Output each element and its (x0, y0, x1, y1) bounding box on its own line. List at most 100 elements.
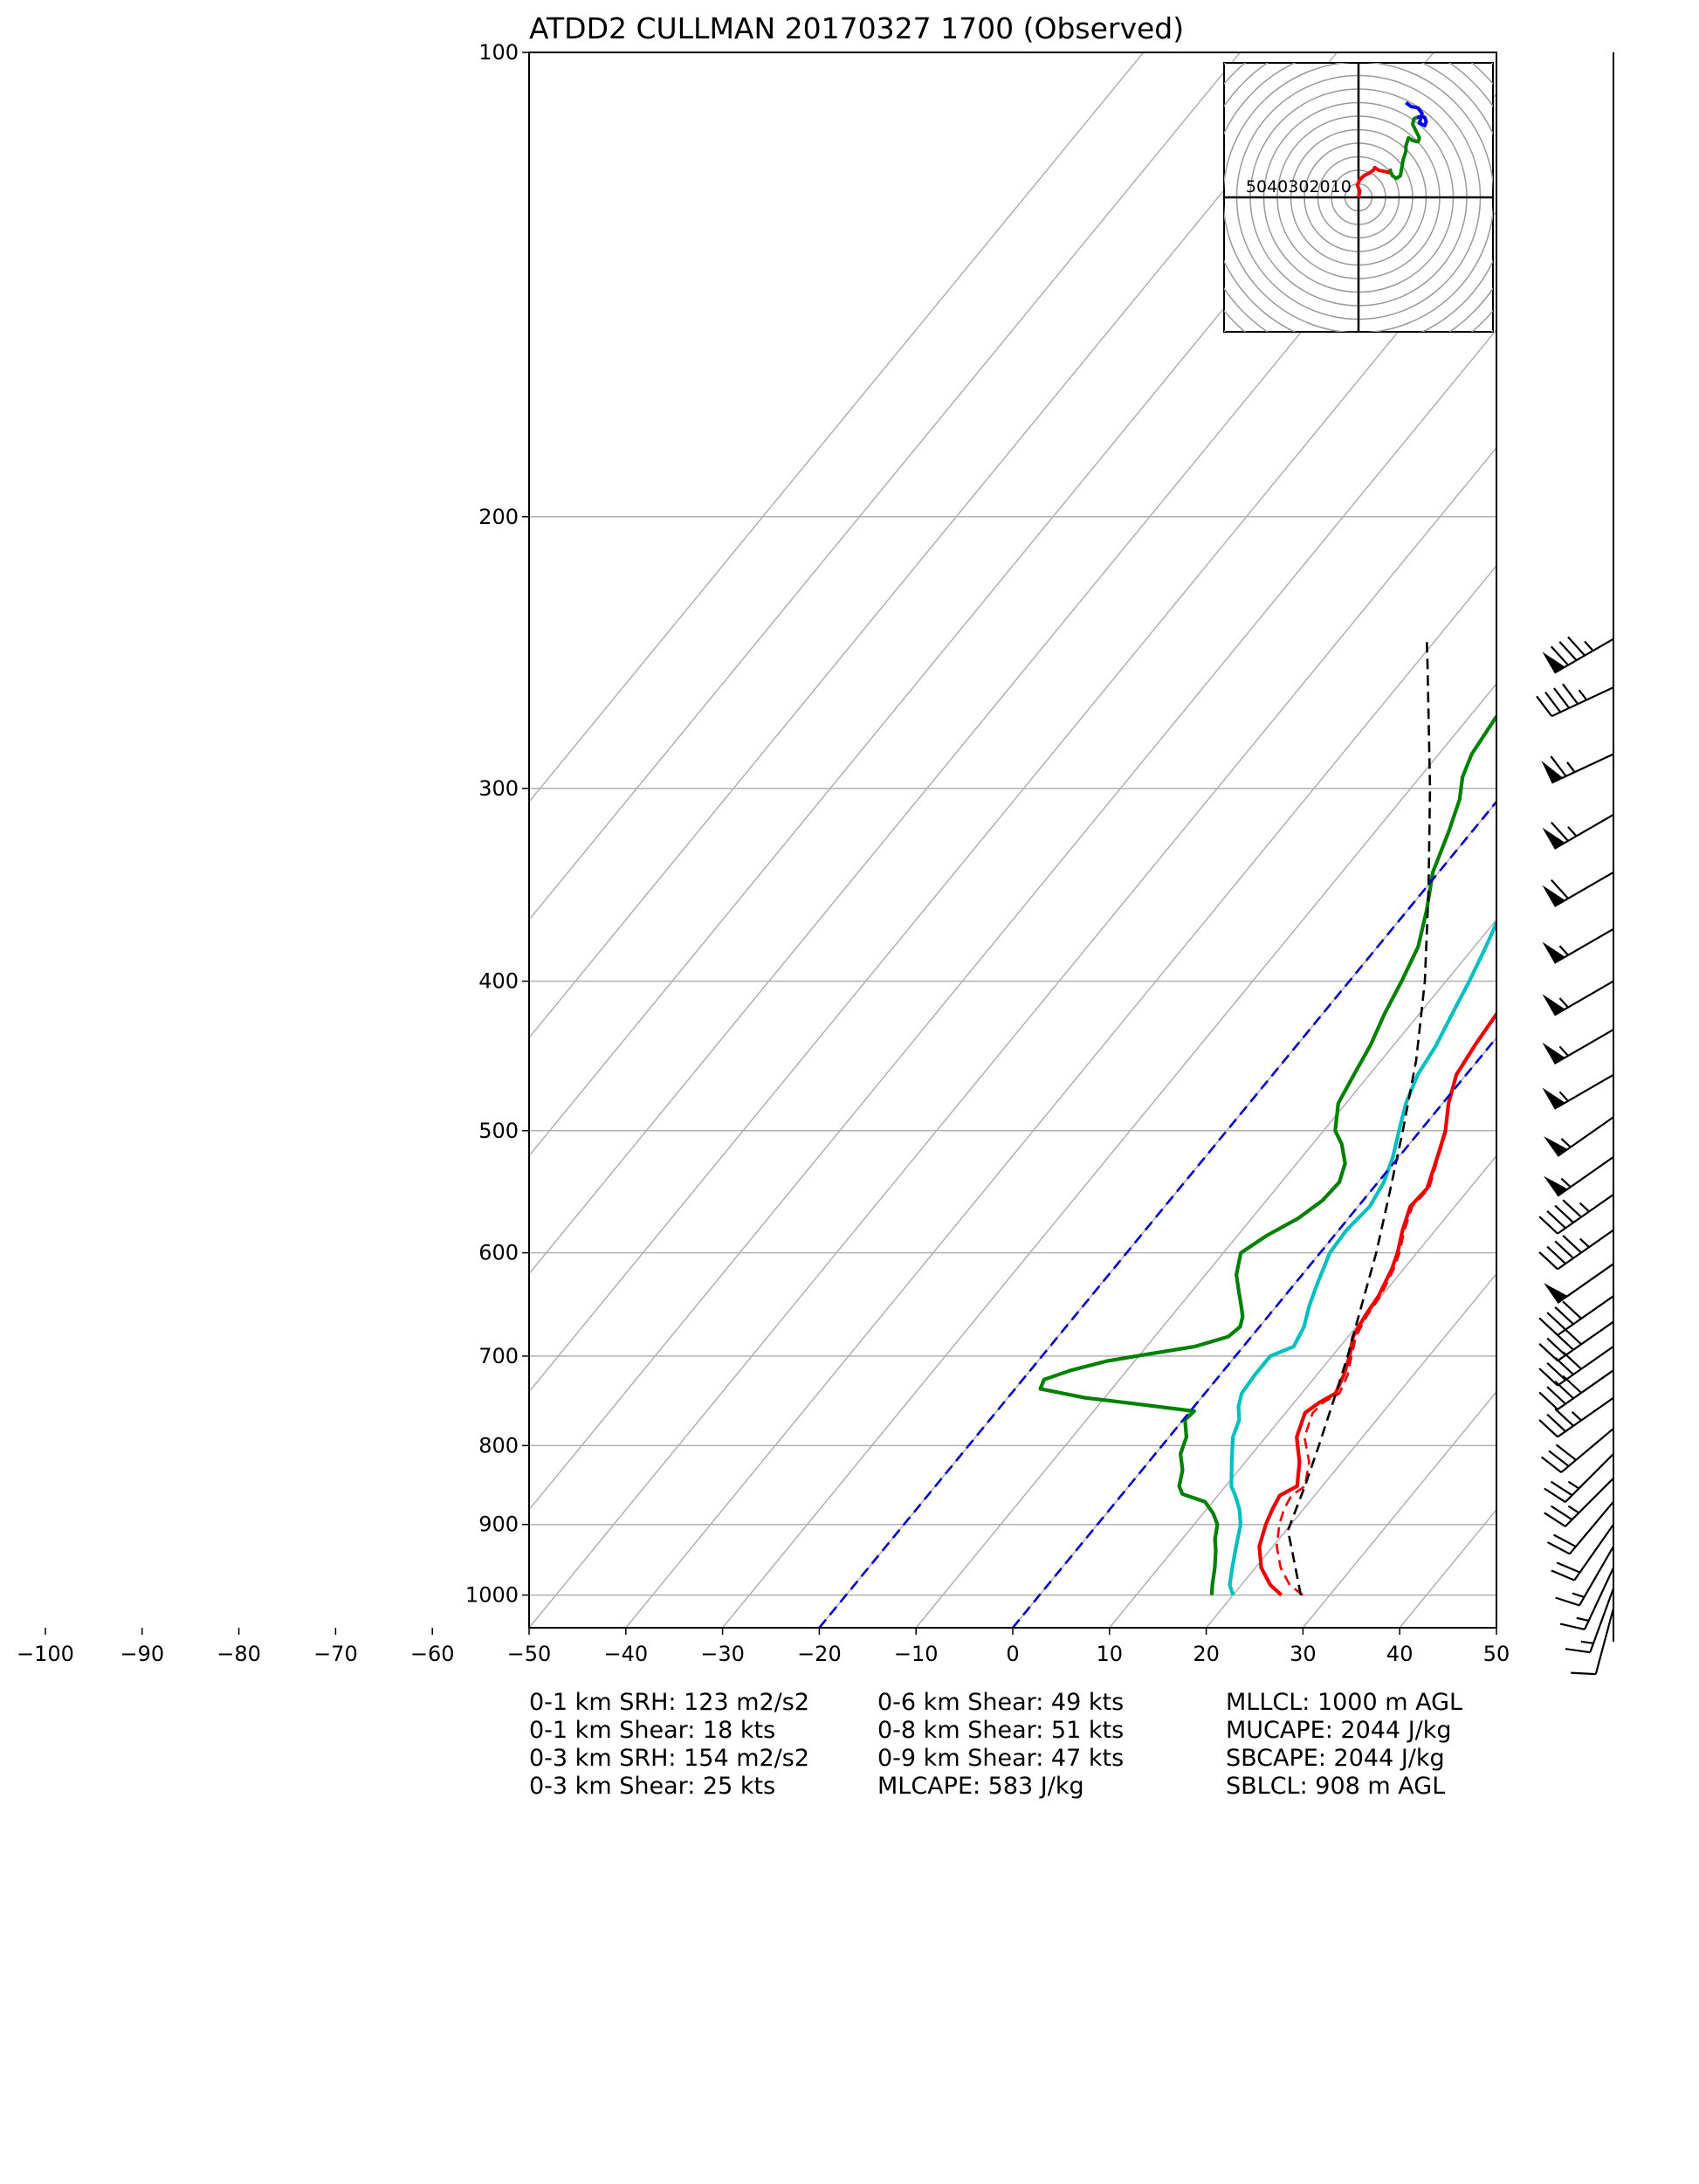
hodograph-body: 5040302010 (1224, 63, 1493, 332)
wind-barb-full (1546, 1312, 1566, 1331)
wind-barb-full (1538, 1317, 1558, 1336)
wind-barb-pennant (1542, 827, 1565, 849)
wind-barb-full (1548, 1450, 1570, 1467)
wind-barb-full (1550, 1505, 1573, 1521)
wind-barb-staff (1557, 1396, 1614, 1438)
wind-barb-pennant (1542, 1087, 1565, 1109)
wind-barb-full (1546, 1210, 1566, 1230)
wind-barb-full (1544, 1512, 1566, 1527)
isotherm-line (1496, 52, 1699, 1628)
wind-barb (1571, 1608, 1615, 1676)
wind-barb-half (1560, 1138, 1572, 1148)
wind-barb-pennant (1542, 1042, 1565, 1064)
wind-barb-full (1546, 1245, 1566, 1264)
temperature-axis: −100 −90 −80 −70 −60 −50 −40 −30 −20 −10 0 10 20 30 40… (17, 1628, 1510, 1666)
wind-barb-full (1550, 755, 1567, 777)
stat-sbcape: SBCAPE: 2044 J/kg (1226, 1745, 1445, 1772)
temperature-tick-label: −100 (17, 1642, 74, 1666)
wind-barb-staff (1551, 753, 1614, 784)
hodograph-inset: 5040302010 (1223, 62, 1494, 333)
wind-barb-full (1538, 1216, 1558, 1235)
wind-barb-full (1556, 1561, 1580, 1574)
wind-barb-pennant (1542, 994, 1565, 1016)
wind-barb (1538, 1229, 1614, 1271)
wind-barb-full (1538, 1251, 1558, 1271)
wind-barb-pennant (1542, 651, 1565, 673)
stat-mlcape: MLCAPE: 583 J/kg (877, 1773, 1084, 1800)
stat-srh-0-1: 0-1 km SRH: 123 m2/s2 (529, 1689, 809, 1716)
wind-barb-pennant (1541, 761, 1563, 783)
wind-barb-half (1579, 1237, 1590, 1248)
wind-barb (1538, 1345, 1614, 1387)
wind-barb-full (1544, 1487, 1566, 1503)
wind-barb-staff (1557, 1295, 1614, 1336)
reference-line-line (1011, 1036, 1496, 1628)
wind-barb-full (1553, 687, 1571, 709)
wind-barbs (1536, 636, 1615, 1676)
hodograph-trace (1355, 165, 1393, 198)
wind-barb-staff (1565, 1478, 1614, 1527)
isotherm-line (529, 52, 1145, 803)
wind-barb-full (1554, 1306, 1574, 1326)
wind-barb-full (1546, 1362, 1566, 1381)
hodograph-trace (1387, 115, 1421, 181)
wind-barb-half (1566, 761, 1576, 773)
temperature-tick-label: −10 (894, 1642, 939, 1666)
isotherm-line (625, 564, 1496, 1628)
hodograph-ring-labels: 5040302010 (1246, 177, 1352, 196)
temperature-tick-label: −60 (410, 1642, 455, 1666)
wind-barb-staff (1557, 1369, 1614, 1410)
wind-barb (1538, 1295, 1614, 1336)
wind-barb-staff (1557, 1229, 1614, 1271)
wind-barb-full (1540, 1456, 1562, 1473)
wind-barb-half (1580, 1640, 1594, 1644)
stat-shear-0-6: 0-6 km Shear: 49 kts (877, 1689, 1124, 1716)
wind-barb-full (1554, 1204, 1574, 1223)
wind-barb (1536, 683, 1614, 718)
wind-barb-half (1558, 997, 1569, 1009)
wind-barb (1544, 1155, 1614, 1197)
wind-barb-half (1571, 1410, 1582, 1422)
wind-barb (1544, 1263, 1614, 1304)
wind-barb-half (1558, 945, 1569, 956)
wind-barb (1542, 1073, 1614, 1110)
wind-barb-full (1546, 1386, 1566, 1405)
stats-column-3: MLLCL: 1000 m AGL MUCAPE: 2044 J/kg SBCA… (1226, 1689, 1462, 1800)
wind-barb (1542, 927, 1614, 964)
sounding-profiles (818, 638, 1496, 1628)
temperature-tick-label: −50 (507, 1642, 552, 1666)
wind-barb (1542, 1029, 1614, 1065)
wind-barb-full (1546, 1337, 1566, 1356)
wind-barb (1555, 1546, 1614, 1607)
temperature-tick-label: −90 (120, 1642, 164, 1666)
wind-barb-half (1567, 1505, 1579, 1514)
wind-barb (1542, 980, 1614, 1016)
wind-barb-full (1544, 691, 1562, 713)
wind-barb-pennant (1544, 1175, 1568, 1196)
wind-barb (1542, 636, 1614, 674)
wind-barb-full (1559, 1622, 1586, 1631)
temperature-tick-label: 30 (1290, 1642, 1317, 1666)
wind-barb-half (1558, 1091, 1569, 1102)
wind-barb-full (1547, 1541, 1571, 1555)
wind-barb (1538, 1396, 1614, 1438)
isotherm-line (722, 682, 1496, 1628)
wind-barb-staff (1551, 686, 1614, 718)
wind-barb (1541, 753, 1614, 784)
stats-column-1: 0-1 km SRH: 123 m2/s2 0-1 km Shear: 18 k… (529, 1689, 809, 1800)
wind-barb-full (1546, 1413, 1566, 1432)
wind-barb-full (1554, 1381, 1574, 1400)
pressure-tick-label: 100 (478, 40, 519, 65)
parcel-line (1286, 638, 1432, 1595)
wind-barb-full (1571, 1671, 1596, 1676)
wind-barb-full (1562, 1351, 1582, 1370)
wind-barb (1559, 1567, 1614, 1631)
wind-barb-staff (1553, 927, 1614, 964)
wind-barb-half (1576, 1616, 1589, 1622)
wind-barb-staff (1565, 1453, 1614, 1503)
wind-barb (1538, 1193, 1614, 1235)
wind-barb-half (1567, 1480, 1579, 1490)
pressure-tick-label: 600 (478, 1241, 519, 1265)
wind-barb-half (1558, 1045, 1569, 1057)
